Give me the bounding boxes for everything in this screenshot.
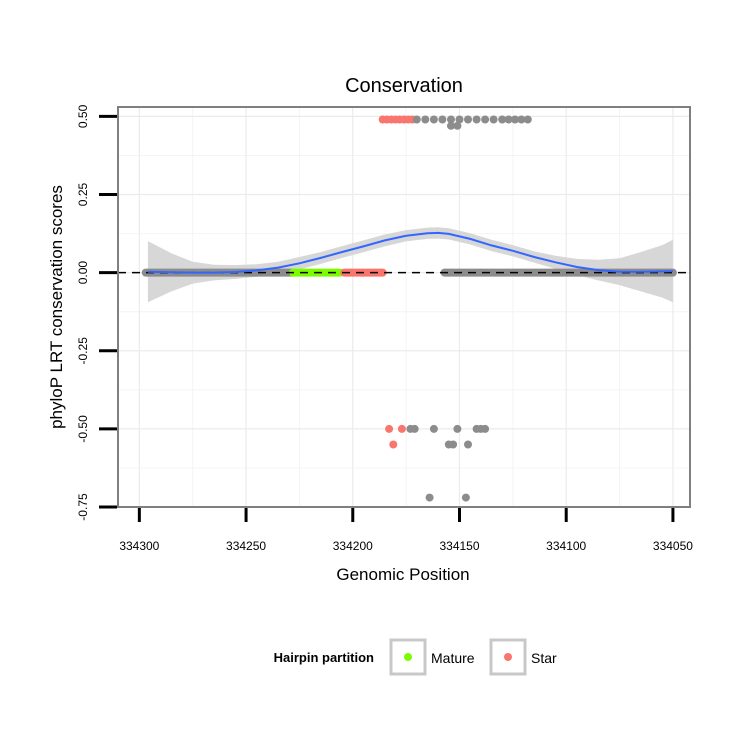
- data-point-star: [385, 424, 394, 433]
- data-point-none: [481, 424, 490, 433]
- data-point-none: [425, 493, 434, 502]
- legend-item-star: Star: [489, 638, 557, 676]
- data-point-none: [429, 115, 438, 124]
- data-point-none: [523, 115, 532, 124]
- data-point-none: [464, 115, 472, 124]
- legend: Hairpin partition Mature Star: [274, 638, 557, 676]
- data-point-none: [429, 424, 438, 433]
- y-tick-label: -0.50: [76, 415, 90, 443]
- smooth-trend-line: [147, 231, 673, 274]
- x-tick-label: 334200: [333, 539, 373, 553]
- data-point-none: [449, 440, 458, 449]
- panel-border: [117, 106, 691, 508]
- data-point-none: [481, 115, 490, 124]
- data-point-none: [511, 115, 519, 124]
- legend-dot-star: [504, 653, 512, 661]
- y-tick-label: 0.25: [76, 182, 90, 206]
- data-point-none: [421, 115, 430, 124]
- x-tick-label: 334300: [119, 539, 159, 553]
- y-tick-label: -0.75: [76, 493, 90, 521]
- legend-title: Hairpin partition: [274, 650, 374, 665]
- plot-panel: [117, 106, 691, 508]
- data-point-none: [447, 121, 455, 130]
- chart-title: Conservation: [345, 75, 463, 97]
- panel-background: [118, 107, 690, 507]
- x-tick-label: 334150: [439, 539, 479, 553]
- y-tick-label: 0.00: [76, 261, 90, 285]
- data-point-none: [464, 440, 472, 449]
- data-point-none: [489, 115, 498, 124]
- legend-dot-mature: [404, 653, 412, 661]
- data-point-none: [498, 115, 507, 124]
- legend-label-star: Star: [531, 650, 557, 666]
- data-point-none: [453, 121, 462, 130]
- legend-item-mature: Mature: [389, 638, 475, 676]
- data-point-none: [504, 115, 513, 124]
- data-point-star: [397, 424, 406, 433]
- x-axis-label: Genomic Position: [336, 565, 469, 584]
- data-point-none: [412, 115, 421, 124]
- data-point-none: [447, 115, 455, 124]
- y-tick-label: -0.25: [76, 337, 90, 365]
- data-point-none: [461, 493, 470, 502]
- y-tick-label: 0.50: [76, 104, 90, 128]
- data-point-none: [472, 115, 481, 124]
- data-point-none: [438, 115, 447, 124]
- data-point-none: [517, 115, 526, 124]
- x-tick-label: 334050: [653, 539, 693, 553]
- x-axis: 334300 334250 334200 334150 334100 334050: [119, 508, 693, 553]
- legend-label-mature: Mature: [431, 650, 475, 666]
- data-point-star: [389, 440, 398, 449]
- x-tick-label: 334100: [546, 539, 586, 553]
- x-tick-label: 334250: [226, 539, 266, 553]
- data-point-none: [453, 424, 462, 433]
- y-axis: 0.50 0.25 0.00 -0.25 -0.50 -0.75: [76, 104, 117, 521]
- data-point-none: [455, 115, 464, 124]
- data-point-none: [410, 424, 419, 433]
- y-axis-label: phyloP LRT conservation scores: [47, 185, 66, 429]
